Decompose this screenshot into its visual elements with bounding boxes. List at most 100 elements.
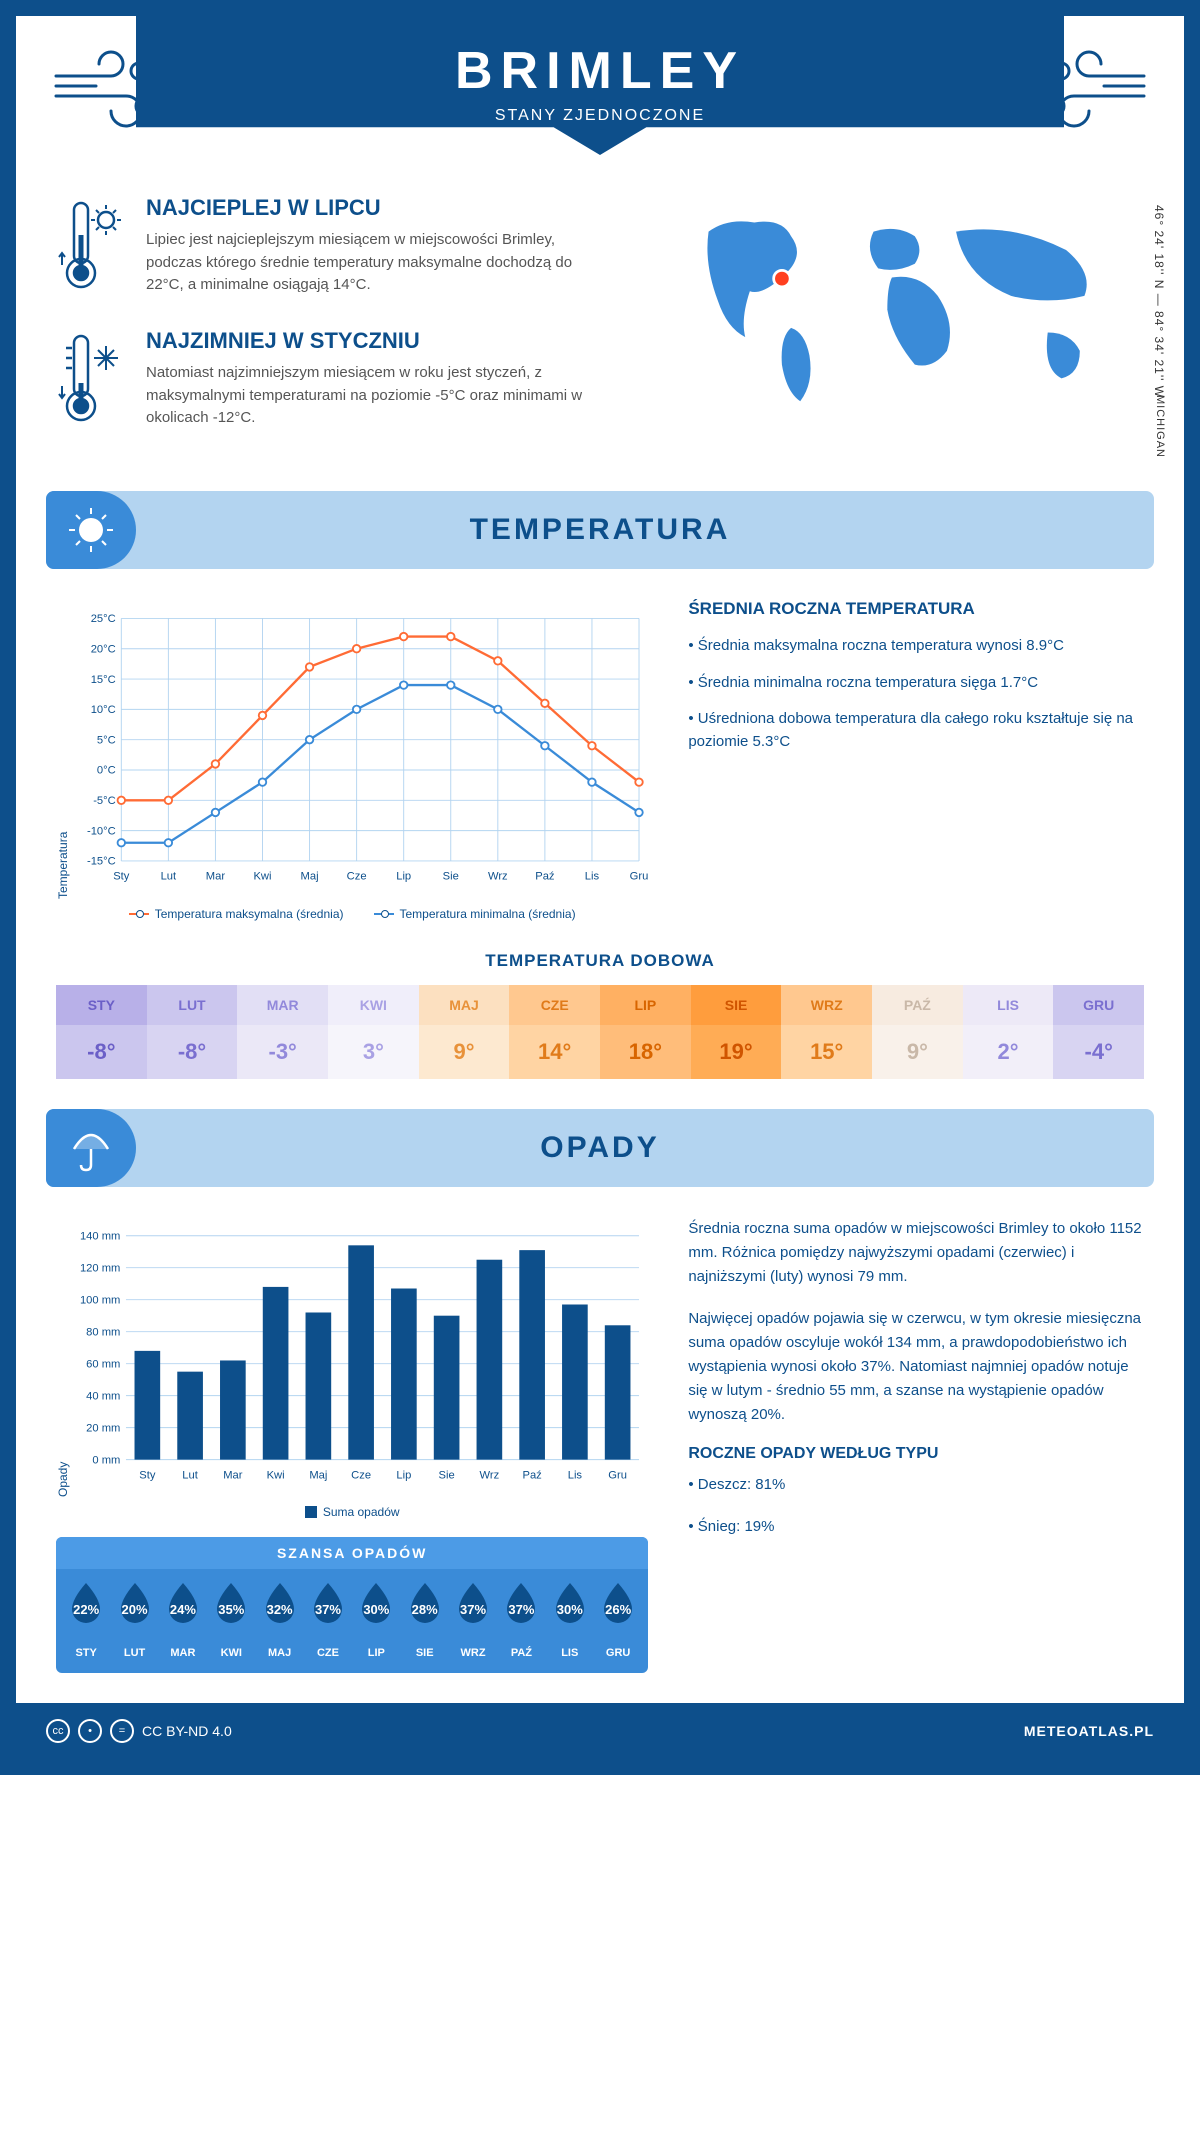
temp-bullet-3: • Uśredniona dobowa temperatura dla całe…	[688, 708, 1144, 753]
svg-text:Gru: Gru	[630, 871, 649, 883]
svg-text:Kwi: Kwi	[253, 871, 271, 883]
temp-bullet-2: • Średnia minimalna roczna temperatura s…	[688, 672, 1144, 695]
by-icon: •	[78, 1719, 102, 1743]
legend-max: Temperatura maksymalna (średnia)	[155, 907, 344, 921]
daily-temp-section: TEMPERATURA DOBOWA STY -8° LUT -8° MAR -…	[16, 951, 1184, 1109]
precip-chart: 0 mm20 mm40 mm60 mm80 mm100 mm120 mm140 …	[70, 1217, 648, 1497]
dt-col: LIS 2°	[963, 985, 1054, 1079]
dt-col: CZE 14°	[509, 985, 600, 1079]
chance-col: 30% LIP	[352, 1579, 400, 1659]
svg-text:60 mm: 60 mm	[86, 1358, 120, 1370]
warmest-title: NAJCIEPLEJ W LIPCU	[146, 195, 610, 221]
svg-text:-10°C: -10°C	[87, 825, 116, 837]
svg-text:Lut: Lut	[182, 1469, 198, 1481]
svg-text:Sie: Sie	[439, 1469, 455, 1481]
dt-col: GRU -4°	[1053, 985, 1144, 1079]
dt-col: LIP 18°	[600, 985, 691, 1079]
site-name: METEOATLAS.PL	[1024, 1723, 1154, 1739]
svg-text:Lip: Lip	[396, 1469, 411, 1481]
svg-text:Wrz: Wrz	[480, 1469, 500, 1481]
footer: cc • = CC BY-ND 4.0 METEOATLAS.PL	[16, 1703, 1184, 1759]
svg-text:0°C: 0°C	[97, 765, 116, 777]
svg-text:80 mm: 80 mm	[86, 1326, 120, 1338]
dt-col: MAR -3°	[237, 985, 328, 1079]
precip-ylabel: Opady	[56, 1217, 70, 1497]
chance-title: SZANSA OPADÓW	[56, 1537, 648, 1569]
warmest-text: Lipiec jest najcieplejszym miesiącem w m…	[146, 229, 610, 297]
dt-col: MAJ 9°	[419, 985, 510, 1079]
svg-text:Lip: Lip	[396, 871, 411, 883]
svg-text:-5°C: -5°C	[93, 795, 116, 807]
dt-col: KWI 3°	[328, 985, 419, 1079]
chance-col: 22% STY	[62, 1579, 110, 1659]
coordinates: 46° 24' 18'' N — 84° 34' 21'' W	[1152, 205, 1166, 398]
warmest-fact: NAJCIEPLEJ W LIPCU Lipiec jest najcieple…	[56, 195, 610, 300]
country-subtitle: STANY ZJEDNOCZONE	[196, 107, 1004, 125]
svg-text:5°C: 5°C	[97, 734, 116, 746]
svg-text:40 mm: 40 mm	[86, 1390, 120, 1402]
svg-text:Wrz: Wrz	[488, 871, 508, 883]
cc-icon: cc	[46, 1719, 70, 1743]
temperature-title: TEMPERATURA	[68, 513, 1132, 547]
precip-snow: • Śnieg: 19%	[688, 1515, 1144, 1539]
sun-icon	[46, 491, 136, 569]
license-text: CC BY-ND 4.0	[142, 1723, 232, 1739]
svg-text:Mar: Mar	[223, 1469, 243, 1481]
temperature-section: Temperatura -15°C-10°C-5°C0°C5°C10°C15°C…	[16, 569, 1184, 951]
legend-min: Temperatura minimalna (średnia)	[400, 907, 576, 921]
svg-text:20 mm: 20 mm	[86, 1422, 120, 1434]
svg-text:10°C: 10°C	[91, 704, 116, 716]
svg-text:Cze: Cze	[351, 1469, 371, 1481]
temp-bullet-1: • Średnia maksymalna roczna temperatura …	[688, 635, 1144, 658]
intro-section: NAJCIEPLEJ W LIPCU Lipiec jest najcieple…	[16, 155, 1184, 491]
umbrella-icon	[46, 1109, 136, 1187]
chance-col: 32% MAJ	[255, 1579, 303, 1659]
svg-text:Mar: Mar	[206, 871, 226, 883]
svg-text:Lut: Lut	[161, 871, 177, 883]
chance-col: 28% SIE	[401, 1579, 449, 1659]
chance-box: SZANSA OPADÓW 22% STY 20% LUT 24% MAR 35…	[56, 1537, 648, 1673]
chance-col: 37% WRZ	[449, 1579, 497, 1659]
svg-text:20°C: 20°C	[91, 643, 116, 655]
svg-text:Gru: Gru	[608, 1469, 627, 1481]
nd-icon: =	[110, 1719, 134, 1743]
chance-col: 37% PAŹ	[497, 1579, 545, 1659]
chance-col: 30% LIS	[546, 1579, 594, 1659]
svg-text:25°C: 25°C	[91, 613, 116, 625]
temp-legend: Temperatura maksymalna (średnia) Tempera…	[56, 907, 648, 921]
precip-legend: Suma opadów	[56, 1505, 648, 1519]
svg-text:120 mm: 120 mm	[80, 1262, 120, 1274]
page-container: BRIMLEY STANY ZJEDNOCZONE NAJCIEPLEJ W L…	[0, 0, 1200, 1775]
precip-section: Opady 0 mm20 mm40 mm60 mm80 mm100 mm120 …	[16, 1187, 1184, 1703]
temperature-chart: -15°C-10°C-5°C0°C5°C10°C15°C20°C25°CStyL…	[70, 599, 648, 899]
svg-text:Cze: Cze	[347, 871, 367, 883]
chance-col: 26% GRU	[594, 1579, 642, 1659]
svg-text:Lis: Lis	[585, 871, 600, 883]
coldest-title: NAJZIMNIEJ W STYCZNIU	[146, 328, 610, 354]
svg-text:0 mm: 0 mm	[92, 1454, 120, 1466]
region-label: MICHIGAN	[1154, 395, 1166, 458]
precip-title: OPADY	[68, 1131, 1132, 1165]
dt-col: PAŹ 9°	[872, 985, 963, 1079]
svg-text:Kwi: Kwi	[267, 1469, 285, 1481]
precip-rain: • Deszcz: 81%	[688, 1473, 1144, 1497]
temp-ylabel: Temperatura	[56, 599, 70, 899]
precip-info-1: Średnia roczna suma opadów w miejscowośc…	[688, 1217, 1144, 1289]
dt-col: STY -8°	[56, 985, 147, 1079]
dt-col: LUT -8°	[147, 985, 238, 1079]
precip-legend-label: Suma opadów	[323, 1505, 400, 1519]
precip-type-title: ROCZNE OPADY WEDŁUG TYPU	[688, 1445, 1144, 1463]
daily-temp-table: STY -8° LUT -8° MAR -3° KWI 3° MAJ 9° CZ…	[56, 985, 1144, 1079]
world-map	[640, 195, 1144, 415]
svg-text:Sty: Sty	[139, 1469, 156, 1481]
svg-text:Maj: Maj	[309, 1469, 327, 1481]
svg-text:140 mm: 140 mm	[80, 1230, 120, 1242]
svg-text:Sty: Sty	[113, 871, 130, 883]
svg-text:Paź: Paź	[535, 871, 555, 883]
dt-col: SIE 19°	[691, 985, 782, 1079]
svg-text:Sie: Sie	[443, 871, 459, 883]
svg-text:Lis: Lis	[568, 1469, 583, 1481]
svg-text:Maj: Maj	[301, 871, 319, 883]
chance-col: 35% KWI	[207, 1579, 255, 1659]
chance-col: 24% MAR	[159, 1579, 207, 1659]
